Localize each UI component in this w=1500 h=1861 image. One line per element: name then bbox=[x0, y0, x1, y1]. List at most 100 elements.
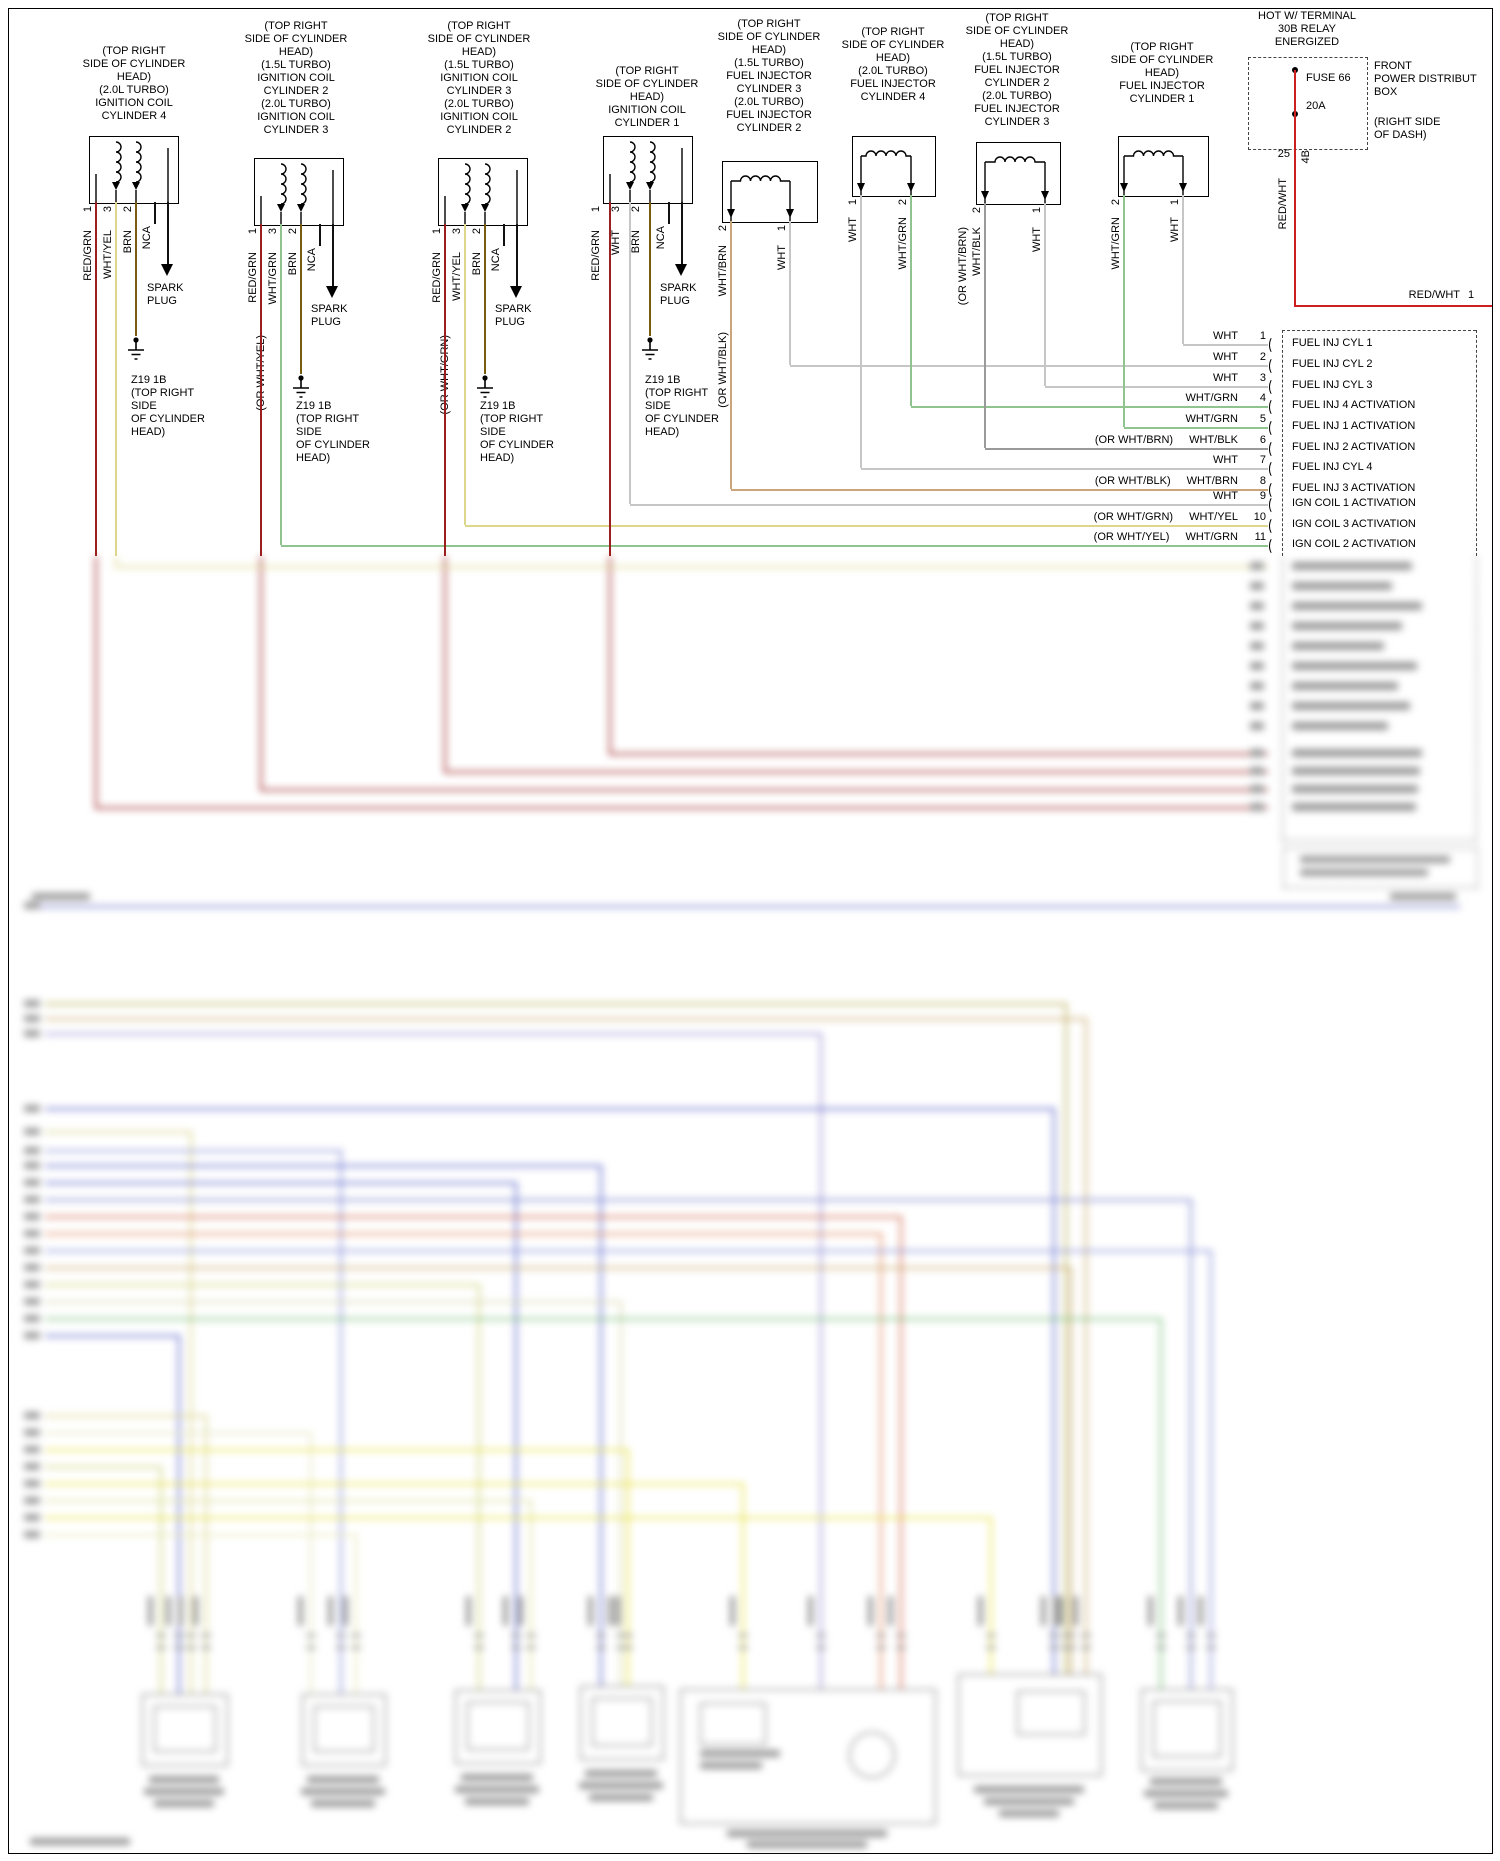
wire-color-label: RED/GRN bbox=[82, 230, 94, 281]
wire-segment bbox=[478, 1284, 480, 1690]
blurred-text bbox=[166, 1596, 171, 1626]
wire-color-label: BRN bbox=[471, 252, 483, 276]
blurred-text bbox=[24, 1147, 40, 1154]
blurred-text bbox=[1292, 803, 1416, 811]
component-symbol bbox=[609, 141, 683, 202]
blurred-text bbox=[816, 1646, 826, 1649]
wire-segment bbox=[45, 1466, 162, 1468]
blurred-component-box bbox=[142, 1694, 228, 1766]
wire-segment bbox=[45, 1182, 517, 1184]
wire-segment bbox=[789, 221, 791, 365]
connector-pin-function-label: FUEL INJ CYL 1 bbox=[1292, 337, 1373, 349]
blurred-text bbox=[585, 1770, 657, 1777]
wire-color-label: BRN bbox=[287, 252, 299, 276]
connector-pin-function-label: IGN COIL 2 ACTIVATION bbox=[1292, 538, 1416, 550]
wire-segment bbox=[45, 1432, 312, 1434]
blurred-text bbox=[1073, 1596, 1078, 1626]
wire-segment bbox=[1294, 305, 1492, 307]
ground-icon bbox=[642, 337, 658, 360]
spark-arrow-icon bbox=[675, 264, 687, 276]
fuel-injector-box bbox=[722, 161, 818, 223]
pin-bracket-icon bbox=[1269, 419, 1279, 437]
wire-color-label: WHT bbox=[1031, 227, 1043, 253]
blurred-text bbox=[174, 1634, 184, 1637]
blurred-component-box bbox=[467, 1702, 529, 1750]
blurred-text bbox=[178, 1596, 183, 1626]
pin-number: 3 bbox=[267, 228, 279, 235]
blurred-component-box bbox=[592, 1698, 652, 1746]
connector-pin-function-label: FUEL INJ CYL 3 bbox=[1292, 379, 1373, 391]
blurred-text bbox=[1250, 662, 1264, 670]
wire-segment bbox=[681, 202, 683, 264]
connector-pin-number: 2 bbox=[1259, 351, 1266, 363]
wire-segment bbox=[45, 1033, 822, 1035]
fuse-label: FUSE 66 bbox=[1306, 72, 1351, 84]
pin-number: 1 bbox=[1169, 199, 1181, 206]
wire-segment bbox=[45, 1301, 622, 1303]
wire-segment bbox=[45, 1150, 342, 1152]
coil-header: (TOP RIGHT SIDE OF CYLINDER HEAD) (1.5L … bbox=[244, 20, 348, 136]
nca-label: NCA bbox=[655, 226, 667, 250]
blurred-text bbox=[511, 1634, 521, 1637]
wire-segment bbox=[45, 1318, 1162, 1320]
wire-color-label: WHT/YEL bbox=[451, 252, 463, 301]
blurred-text bbox=[149, 1776, 219, 1783]
blurred-text bbox=[1081, 1634, 1091, 1637]
connector-pin-function-label: FUEL INJ CYL 2 bbox=[1292, 358, 1373, 370]
blurred-text bbox=[307, 1776, 379, 1783]
blurred-text bbox=[1148, 1596, 1153, 1626]
wire-alt-label: (OR WHT/BRN) bbox=[957, 227, 969, 306]
blurred-component-box bbox=[580, 1686, 664, 1760]
blurred-text bbox=[24, 1298, 40, 1305]
fuel-injector-box bbox=[1118, 136, 1209, 197]
blurred-text bbox=[24, 902, 40, 909]
wire-segment bbox=[990, 1517, 992, 1674]
wire-segment bbox=[281, 545, 1268, 547]
wire-color-label: RED/WHT bbox=[1408, 289, 1460, 301]
ground-label: Z19 1B (TOP RIGHT SIDE OF CYLINDER HEAD) bbox=[480, 400, 554, 464]
blurred-text bbox=[351, 1646, 361, 1649]
spark-arrow-icon bbox=[326, 286, 338, 298]
wire-segment bbox=[464, 224, 466, 525]
wire-segment bbox=[649, 202, 651, 336]
blurred-text bbox=[876, 1634, 886, 1637]
blurred-text bbox=[596, 1634, 606, 1637]
blurred-text bbox=[1144, 1790, 1228, 1797]
pin-bracket-icon bbox=[1269, 378, 1279, 396]
blurred-text bbox=[1300, 856, 1450, 863]
wire-segment bbox=[609, 202, 611, 556]
blurred-text bbox=[727, 1830, 887, 1837]
wire-segment bbox=[45, 1335, 180, 1337]
wire-segment bbox=[45, 1003, 1067, 1005]
connector-row-labels: WHT/GRN bbox=[900, 392, 1238, 405]
wire-segment bbox=[910, 195, 912, 406]
wire-segment bbox=[355, 1534, 357, 1694]
pin-bracket-icon bbox=[1269, 517, 1279, 535]
connector-pin-number: 5 bbox=[1259, 413, 1266, 425]
connector-row-labels: WHT bbox=[900, 330, 1238, 343]
connector-row-labels: WHT bbox=[900, 490, 1238, 503]
connector-row-labels: WHT bbox=[900, 372, 1238, 385]
blurred-text bbox=[896, 1646, 906, 1649]
wire-segment bbox=[609, 556, 611, 754]
blurred-text bbox=[986, 1646, 996, 1649]
blurred-text bbox=[1292, 785, 1418, 793]
blurred-text bbox=[1250, 702, 1264, 710]
pin-number: 1 bbox=[1468, 289, 1475, 301]
blurred-text bbox=[1154, 1802, 1218, 1809]
blurred-text bbox=[738, 1634, 748, 1637]
wire-segment bbox=[95, 556, 97, 808]
connector-pin-number: 7 bbox=[1259, 454, 1266, 466]
blurred-text bbox=[1250, 722, 1264, 730]
wire-segment bbox=[95, 202, 97, 556]
wire-segment bbox=[1045, 386, 1268, 388]
pin-number: 3 bbox=[610, 206, 622, 213]
spark-arrow-icon bbox=[510, 286, 522, 298]
blurred-text bbox=[589, 1794, 653, 1801]
pin-number: 2 bbox=[471, 228, 483, 235]
blurred-text bbox=[24, 1531, 40, 1538]
spark-arrow-icon bbox=[161, 264, 173, 276]
component-symbol bbox=[981, 156, 1049, 203]
blurred-text bbox=[1292, 562, 1412, 570]
blurred-text bbox=[1250, 622, 1264, 630]
